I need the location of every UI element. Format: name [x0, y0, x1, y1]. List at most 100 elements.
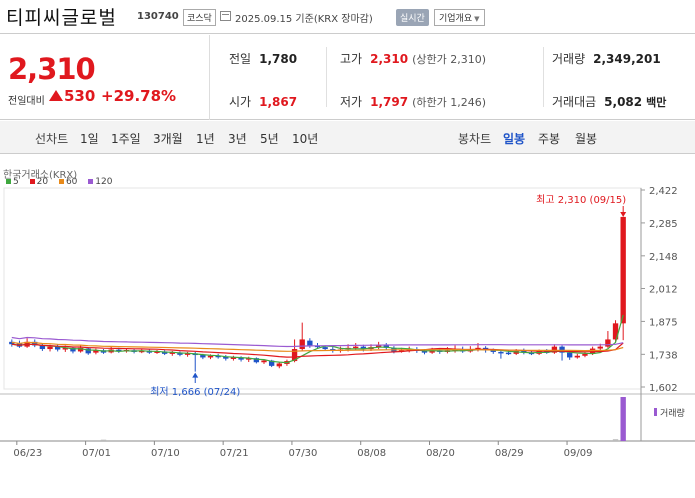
candle-body: [291, 349, 298, 362]
candle-body: [238, 357, 244, 360]
volume-value: 2,349,201: [593, 52, 661, 66]
candle-body: [605, 339, 611, 347]
turnover-label: 거래대금: [552, 95, 597, 109]
candle-body: [421, 350, 428, 353]
candle-body: [215, 355, 221, 358]
ma-line-120: [11, 336, 624, 348]
volume-legend-label: 거래량: [660, 407, 685, 419]
prev-close-stat: 전일 1,780: [229, 50, 297, 67]
candle-body: [177, 352, 183, 355]
candle-body: [498, 351, 504, 354]
legend-ma5: 5: [6, 177, 23, 187]
calendar-icon: [220, 11, 231, 21]
candle-body: [490, 350, 496, 352]
y-tick-label: 2,148: [649, 252, 678, 263]
candle-body: [116, 349, 122, 352]
high-label: 고가: [340, 52, 363, 66]
company-overview-dropdown[interactable]: 기업개요 ▼: [434, 9, 485, 26]
ma-line-60: [11, 341, 624, 352]
candle-body: [322, 347, 328, 350]
x-tick-label: 06/23: [13, 448, 42, 459]
x-tick-label: 07/30: [289, 448, 318, 459]
candlestick-svg: 2,422 2,285 2,148 2,012 1,875 1,738 1,602 최고 2,…: [0, 186, 695, 459]
volume-legend-swatch: [654, 408, 657, 416]
chart-source: 한국거래소(KRX): [3, 170, 78, 181]
candle-body: [375, 345, 382, 348]
period-3m[interactable]: 3개월: [153, 132, 183, 146]
price-summary: 2,310 전일대비 530 +29.78% 전일 1,780 고가 2,310 (상…: [0, 35, 695, 120]
candle-body: [475, 347, 481, 350]
divider: [326, 47, 327, 107]
candle-body: [551, 346, 558, 353]
candle-body: [620, 216, 626, 324]
y-tick-label: 1,875: [649, 317, 678, 328]
max-arrow-head: [620, 212, 627, 217]
candle-body: [353, 346, 359, 349]
market-badge: 코스닥: [183, 9, 216, 26]
volume-bar: [192, 440, 198, 441]
realtime-button[interactable]: 실시간: [396, 9, 429, 26]
change-label: 전일대비: [8, 96, 45, 107]
prev-close-label: 전일: [229, 52, 252, 66]
candle-body: [62, 347, 68, 350]
x-tick-label: 08/08: [357, 448, 386, 459]
volume-bar: [100, 439, 107, 441]
period-1w[interactable]: 1주일: [111, 132, 141, 146]
candle-daily[interactable]: 일봉: [503, 132, 526, 146]
open-label: 시가: [229, 95, 252, 109]
up-arrow-icon: [49, 90, 63, 101]
chevron-down-icon: ▼: [474, 15, 480, 23]
y-tick-label: 2,422: [649, 186, 678, 197]
stock-code: 130740: [137, 11, 179, 22]
lower-limit-note: (하한가 1,246): [412, 96, 486, 109]
candle-body: [505, 352, 512, 355]
divider: [543, 47, 544, 107]
y-tick-label: 1,738: [649, 350, 678, 361]
current-price: 2,310: [8, 52, 96, 86]
legend-ma60: 60: [58, 177, 81, 187]
candle-monthly[interactable]: 월봉: [575, 132, 598, 146]
volume-stat: 거래량 2,349,201: [552, 50, 661, 67]
turnover-unit: 백만: [646, 96, 667, 109]
x-tick-label: 08/20: [426, 448, 455, 459]
candle-body: [139, 350, 145, 353]
reference-date: 2025.09.15 기준(KRX 장마감): [235, 14, 373, 25]
candle-body: [268, 360, 275, 366]
period-1d[interactable]: 1일: [80, 132, 99, 146]
candle-body: [93, 350, 99, 353]
period-5y[interactable]: 5년: [260, 132, 279, 146]
ma-legend: 5 20 60 120: [6, 177, 120, 187]
prev-close-value: 1,780: [259, 52, 298, 66]
candle-body: [597, 346, 603, 349]
period-10y[interactable]: 10년: [292, 132, 319, 146]
stock-name: 티피씨글로벌: [6, 7, 117, 29]
candle-body: [574, 355, 581, 358]
y-tick-label: 2,012: [649, 285, 678, 296]
candle-weekly[interactable]: 주봉: [538, 132, 561, 146]
period-3y[interactable]: 3년: [228, 132, 247, 146]
low-stat: 저가 1,797 (하한가 1,246): [340, 93, 486, 110]
low-value: 1,797: [370, 95, 409, 109]
y-tick-label: 1,602: [649, 383, 678, 394]
price-chart[interactable]: 한국거래소(KRX) 5 20 60 120 2,422 2,285 2,148 2,…: [0, 155, 695, 498]
turnover-stat: 거래대금 5,082 백만: [552, 93, 666, 110]
volume-bar: [612, 439, 619, 441]
candle-body: [154, 351, 160, 353]
change-percent: +29.78%: [101, 87, 177, 105]
candle-body: [169, 352, 175, 354]
x-tick-label: 08/29: [495, 448, 524, 459]
period-1y[interactable]: 1년: [196, 132, 215, 146]
candle-body: [77, 347, 84, 352]
candle-body: [567, 352, 573, 358]
x-tick-label: 07/10: [151, 448, 180, 459]
candle-body: [70, 347, 76, 352]
volume-bar: [605, 440, 611, 441]
candle-body: [223, 356, 229, 359]
candle-body: [276, 363, 282, 367]
candle-body: [200, 355, 206, 358]
candle-body: [85, 348, 91, 354]
volume-bar: [620, 397, 626, 441]
candle-body: [9, 341, 15, 345]
min-annotation: 최저 1,666 (07/24): [150, 386, 240, 398]
candle-body: [32, 341, 38, 346]
